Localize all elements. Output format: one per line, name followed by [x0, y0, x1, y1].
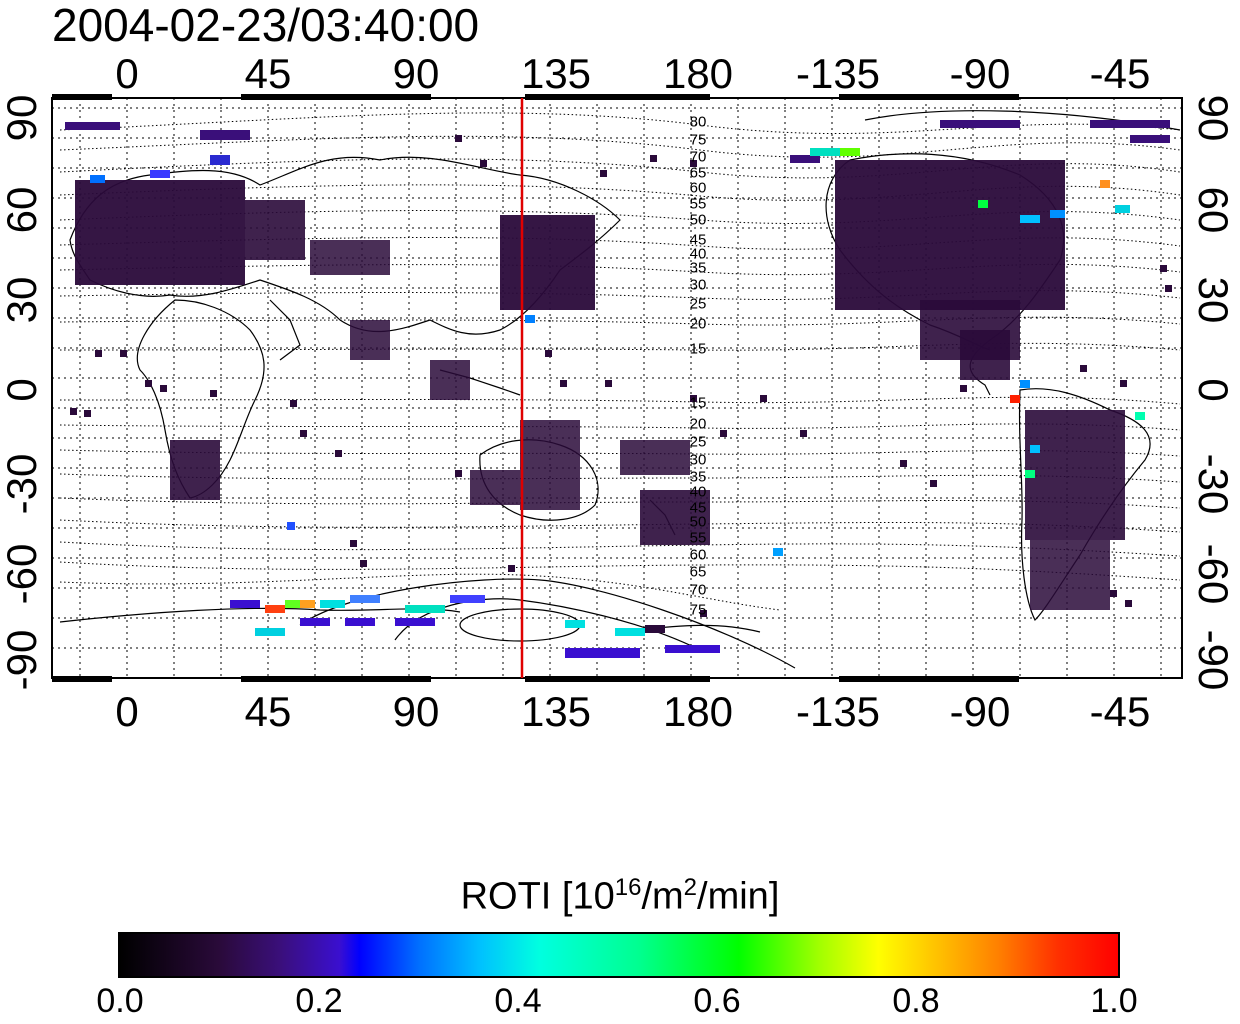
mlat-label: 75: [689, 131, 707, 149]
lat-tick-right: 30: [1190, 276, 1237, 324]
mlat-label: 40: [689, 245, 707, 263]
colorbar-title-power: 2: [683, 874, 698, 901]
roti-south-america-cluster: [1025, 410, 1125, 610]
colorbar-tick: 0.0: [96, 982, 144, 1020]
colorbar: [118, 932, 1120, 978]
mlat-label: 65: [689, 563, 707, 581]
lon-tick-top: 90: [392, 50, 440, 97]
mlat-label: 25: [689, 433, 707, 451]
timestamp-label: 2004-02-23/03:40:00: [52, 0, 480, 51]
lat-tick-left: -60: [0, 543, 45, 605]
lon-tick-bottom: -45: [1089, 688, 1151, 735]
lon-tick-top: -135: [795, 50, 881, 97]
lat-tick-right: 90: [1190, 94, 1237, 142]
mlat-label: 25: [689, 295, 707, 313]
mlat-label: 70: [689, 581, 707, 599]
colorbar-title: ROTI [1016/m2/min]: [0, 874, 1240, 919]
mlat-label: 35: [689, 259, 707, 277]
roti-antarctic-cells: [230, 595, 720, 658]
roti-arctic-cells: [65, 120, 1170, 163]
lon-tick-bottom: 180: [662, 688, 734, 735]
lat-tick-left: -30: [0, 453, 45, 515]
mlat-label: 30: [689, 276, 707, 294]
mlat-label: 20: [689, 315, 707, 333]
lon-tick-top: -45: [1089, 50, 1151, 97]
mlat-label: 45: [689, 499, 707, 517]
mlat-label: 80: [689, 113, 707, 131]
mlat-label: 15: [689, 394, 707, 412]
lat-tick-left: 0: [0, 378, 45, 402]
mlat-label: 15: [689, 340, 707, 358]
mlat-label: 75: [689, 601, 707, 619]
lat-tick-right: -60: [1190, 543, 1237, 605]
lon-tick-bottom: 45: [244, 688, 292, 735]
mlat-label: 20: [689, 415, 707, 433]
lon-tick-top: 180: [662, 50, 734, 97]
mlat-label: 35: [689, 468, 707, 486]
mlat-label: 60: [689, 179, 707, 197]
colorbar-title-unit: /m: [641, 875, 684, 918]
lat-tick-left: 90: [0, 94, 45, 142]
lat-tick-right: -30: [1190, 453, 1237, 515]
roti-asia-cluster: [430, 215, 710, 545]
lon-tick-bottom: 90: [392, 688, 440, 735]
lon-tick-bottom: 0: [115, 688, 139, 735]
mlat-label: 45: [689, 231, 707, 249]
lat-tick-right: 0: [1190, 378, 1237, 402]
colorbar-tick: 0.6: [693, 982, 741, 1020]
mlat-label: 70: [689, 148, 707, 166]
lon-tick-bottom: -90: [949, 688, 1011, 735]
roti-high-value-cells: [90, 148, 1145, 556]
colorbar-tick: 0.2: [295, 982, 343, 1020]
colorbar-tick: 0.8: [892, 982, 940, 1020]
mlat-label: 55: [689, 195, 707, 213]
colorbar-tick: 1.0: [1090, 982, 1138, 1020]
roti-europe-cluster: [75, 180, 390, 500]
lat-tick-left: 30: [0, 276, 45, 324]
lat-tick-right: 60: [1190, 186, 1237, 234]
mlat-label: 60: [689, 546, 707, 564]
frame-ticks: [52, 94, 1019, 682]
mlat-label: 65: [689, 164, 707, 182]
lon-tick-bottom: 135: [520, 688, 592, 735]
lon-tick-top: 135: [520, 50, 592, 97]
roti-north-america-cluster: [835, 160, 1065, 380]
lon-tick-top: 0: [115, 50, 139, 97]
mlat-label: 50: [689, 211, 707, 229]
mlat-label: 50: [689, 513, 707, 531]
lon-tick-top: 45: [244, 50, 292, 97]
lat-tick-left: -90: [0, 629, 45, 691]
lat-tick-left: 60: [0, 186, 45, 234]
colorbar-title-exponent: 16: [614, 874, 642, 901]
colorbar-title-end: /min]: [697, 875, 780, 918]
lat-tick-right: -90: [1190, 629, 1237, 691]
lon-tick-bottom: -135: [795, 688, 881, 735]
colorbar-tick: 0.4: [494, 982, 542, 1020]
mlat-label: 55: [689, 529, 707, 547]
lon-tick-top: -90: [949, 50, 1011, 97]
mlat-label: 40: [689, 483, 707, 501]
mlat-label: 30: [689, 451, 707, 469]
roti-observations: [65, 120, 1172, 658]
colorbar-title-main: ROTI [10: [460, 875, 615, 918]
grid-lines: [52, 98, 1182, 678]
roti-scattered-cells: [70, 135, 1172, 617]
